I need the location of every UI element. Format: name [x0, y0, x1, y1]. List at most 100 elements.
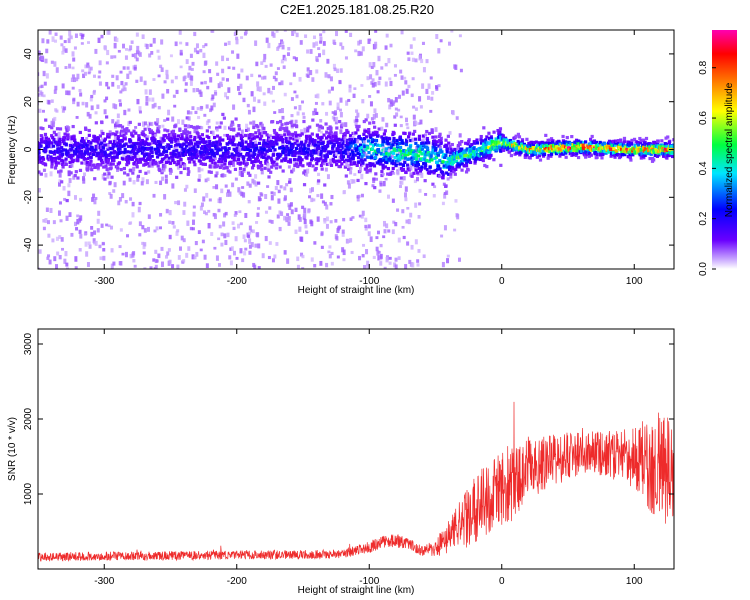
spectrogram-point	[528, 145, 532, 150]
spectrogram-point	[361, 161, 365, 165]
spectrogram-point	[280, 80, 284, 86]
spectrogram-point	[183, 128, 188, 132]
spectrogram-point	[468, 144, 472, 148]
spectrogram-point	[191, 219, 195, 225]
spectrogram-point	[496, 128, 500, 133]
spectrogram-point	[151, 130, 155, 135]
spectrogram-point	[287, 216, 291, 221]
spectrogram-point	[276, 214, 280, 219]
spectrogram-point	[298, 76, 302, 82]
spectrogram-point	[87, 133, 91, 137]
spectrogram-point	[158, 160, 162, 164]
spectrogram-point	[53, 61, 57, 67]
spectrogram-point	[489, 147, 493, 151]
spectrogram-point	[271, 153, 276, 157]
spectrogram-point	[84, 241, 88, 247]
top-y-tick-label: 20	[23, 96, 34, 108]
spectrogram-point	[128, 139, 133, 143]
spectrogram-point	[108, 152, 112, 157]
spectrogram-point	[621, 149, 625, 153]
spectrogram-point	[487, 131, 491, 135]
spectrogram-point	[184, 82, 188, 86]
spectrogram-point	[92, 91, 96, 95]
spectrogram-point	[161, 176, 165, 181]
spectrogram-point	[426, 153, 431, 157]
spectrogram-point	[191, 227, 195, 231]
spectrogram-point	[274, 185, 278, 191]
spectrogram-point	[623, 152, 627, 157]
spectrogram-point	[385, 33, 389, 38]
spectrogram-point	[546, 144, 550, 148]
spectrogram-point	[341, 247, 345, 253]
spectrogram-point	[285, 139, 289, 144]
spectrogram-point	[190, 152, 194, 156]
spectrogram-point	[448, 144, 452, 149]
spectrogram-point	[241, 157, 246, 161]
spectrogram-point	[215, 184, 219, 190]
spectrogram-point	[294, 229, 298, 234]
spectrogram-point	[362, 150, 366, 154]
spectrogram-point	[176, 159, 181, 164]
spectrogram-point	[103, 137, 107, 141]
spectrogram-point	[235, 146, 239, 150]
spectrogram-point	[405, 219, 409, 224]
spectrogram-point	[458, 133, 462, 138]
spectrogram-point	[254, 140, 258, 145]
spectrogram-point	[359, 163, 364, 167]
spectrogram-point	[207, 136, 211, 140]
spectrogram-point	[123, 150, 127, 155]
spectrogram-point	[160, 39, 164, 45]
spectrogram-point	[147, 170, 151, 174]
spectrogram-point	[336, 106, 340, 111]
spectrogram-point	[243, 251, 247, 256]
spectrogram-point	[223, 155, 227, 159]
spectrogram-point	[239, 136, 244, 141]
spectrogram-point	[366, 155, 370, 159]
spectrogram-point	[348, 141, 353, 145]
spectrogram-point	[388, 137, 392, 141]
spectrogram-point	[348, 137, 352, 142]
spectrogram-point	[368, 38, 372, 42]
spectrogram-point	[339, 112, 343, 118]
spectrogram-point	[493, 146, 497, 151]
spectrogram-point	[407, 135, 411, 139]
spectrogram-point	[61, 105, 65, 109]
spectrogram-point	[327, 74, 331, 79]
spectrogram-point	[71, 66, 75, 70]
spectrogram-point	[128, 155, 132, 159]
spectrogram-point	[307, 209, 311, 214]
spectrogram-point	[280, 123, 284, 127]
spectrogram-point	[123, 137, 127, 141]
spectrogram-point	[617, 145, 622, 150]
spectrogram-point	[92, 150, 97, 154]
spectrogram-point	[157, 106, 161, 110]
spectrogram-point	[195, 125, 200, 129]
spectrogram-point	[288, 180, 292, 184]
spectrogram-point	[141, 225, 145, 230]
spectrogram-point	[134, 126, 138, 129]
spectrogram-point	[200, 126, 204, 130]
spectrogram-point	[336, 228, 340, 234]
spectrogram-point	[417, 145, 421, 150]
spectrogram-point	[313, 241, 317, 245]
spectrogram-point	[414, 121, 418, 126]
spectrogram-point	[252, 96, 256, 102]
spectrogram-point	[604, 151, 608, 155]
spectrogram-point	[157, 125, 161, 129]
spectrogram-point	[341, 142, 345, 146]
spectrogram-point	[138, 201, 142, 206]
spectrogram-point	[255, 61, 259, 67]
spectrogram-point	[213, 144, 218, 148]
spectrogram-point	[383, 129, 387, 133]
spectrogram-point	[78, 229, 82, 234]
spectrogram-point	[198, 125, 202, 130]
spectrogram-point	[197, 115, 201, 120]
spectrogram-point	[507, 146, 511, 150]
spectrogram-point	[342, 258, 346, 262]
spectrogram-point	[358, 39, 362, 45]
spectrogram-point	[391, 151, 396, 155]
spectrogram-point	[75, 115, 79, 119]
spectrogram-point	[325, 223, 329, 229]
spectrogram-point	[258, 165, 262, 169]
spectrogram-point	[409, 172, 413, 177]
